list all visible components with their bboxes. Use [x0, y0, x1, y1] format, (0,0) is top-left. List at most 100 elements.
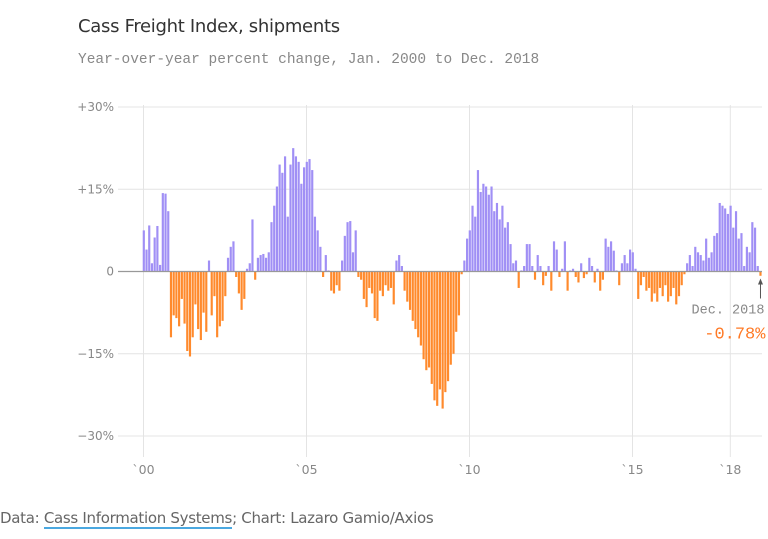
- bar-positive: [555, 249, 558, 272]
- bar-positive: [571, 268, 575, 272]
- bar-positive: [300, 183, 303, 272]
- bar-negative: [422, 271, 425, 360]
- bar-negative: [675, 271, 678, 305]
- bar-positive: [753, 227, 757, 272]
- bar-negative: [427, 271, 431, 368]
- bar-negative: [254, 271, 257, 280]
- bar-positive: [596, 268, 599, 272]
- bar-positive: [311, 170, 314, 272]
- source-footer: Data: Cass Information Systems; Chart: L…: [0, 509, 434, 529]
- bar-negative: [517, 271, 520, 288]
- bar-negative: [430, 271, 433, 384]
- x-tick-label: `18: [719, 462, 741, 477]
- bar-positive: [167, 211, 170, 272]
- bar-positive: [721, 205, 724, 272]
- bar-negative: [582, 271, 585, 279]
- bar-negative: [658, 271, 662, 288]
- bar-positive: [715, 233, 719, 272]
- bar-positive: [607, 246, 610, 272]
- bar-positive: [142, 230, 145, 272]
- bar-positive: [316, 230, 319, 272]
- bar-positive: [514, 260, 518, 272]
- bar-positive: [604, 238, 607, 272]
- bar-positive: [474, 216, 477, 272]
- bar-negative: [460, 271, 463, 275]
- bar-negative: [213, 271, 216, 297]
- bar-negative: [235, 271, 238, 277]
- bar-positive: [539, 266, 542, 272]
- bar-positive: [737, 238, 740, 272]
- bar-negative: [384, 271, 387, 286]
- bar-negative: [365, 271, 368, 308]
- bar-negative: [438, 271, 441, 390]
- bar-positive: [153, 237, 156, 272]
- bar-negative: [457, 271, 461, 316]
- bar-negative: [221, 271, 224, 321]
- bar-positive: [264, 257, 268, 272]
- y-tick-label: −15%: [77, 347, 114, 361]
- bar-positive: [495, 202, 499, 272]
- bar-positive: [506, 222, 509, 272]
- bar-positive: [262, 253, 265, 272]
- bar-positive: [248, 263, 251, 272]
- bar-negative: [601, 271, 604, 280]
- bar-positive: [696, 252, 700, 272]
- bar-positive: [531, 266, 534, 272]
- bar-positive: [504, 227, 507, 272]
- bar-positive: [485, 186, 488, 272]
- bar-positive: [740, 233, 743, 272]
- bar-positive: [482, 183, 485, 272]
- y-axis-ticks: +30% +15% 0 −15% −30%: [77, 100, 114, 443]
- bar-positive: [349, 221, 352, 272]
- bar-positive: [525, 244, 528, 272]
- x-tick-label: `15: [621, 462, 643, 477]
- bar-positive: [707, 257, 710, 272]
- chart-title: Cass Freight Index, shipments: [78, 16, 340, 37]
- bar-negative: [680, 271, 683, 286]
- bar-positive: [547, 266, 550, 272]
- bar-negative: [186, 271, 189, 352]
- bar-positive: [278, 164, 281, 272]
- bar-positive: [232, 241, 235, 272]
- bar-positive: [289, 164, 292, 272]
- bar-positive: [590, 266, 594, 272]
- bar-negative: [637, 271, 640, 299]
- bar-negative: [210, 271, 213, 316]
- bar-positive: [686, 263, 689, 272]
- bar-negative: [618, 271, 621, 286]
- bar-positive: [629, 249, 632, 272]
- bar-positive: [588, 257, 591, 272]
- bar-negative: [436, 271, 439, 406]
- bar-positive: [612, 250, 615, 272]
- bar-negative: [441, 271, 444, 409]
- bar-negative: [392, 271, 395, 305]
- bar-positive: [552, 241, 556, 272]
- bar-positive: [743, 266, 746, 272]
- bar-positive: [713, 235, 716, 272]
- annotation-date: Dec. 2018: [692, 304, 765, 319]
- bar-negative: [330, 271, 333, 291]
- bar-negative: [202, 271, 205, 313]
- bar-positive: [509, 244, 512, 272]
- bar-negative: [175, 271, 178, 319]
- bar-positive: [283, 156, 287, 272]
- bar-positive: [273, 205, 276, 272]
- bar-positive: [145, 249, 148, 272]
- y-tick-label: 0: [106, 265, 114, 279]
- bar-negative: [667, 271, 670, 302]
- bar-negative: [199, 271, 202, 341]
- bars: [142, 148, 762, 409]
- bar-negative: [205, 271, 208, 332]
- bar-positive: [631, 252, 634, 272]
- source-link[interactable]: Cass Information Systems: [43, 509, 233, 529]
- bar-negative: [661, 271, 664, 297]
- bar-positive: [270, 222, 273, 272]
- bar-positive: [294, 156, 298, 272]
- bar-negative: [335, 271, 338, 286]
- bar-negative: [419, 271, 422, 346]
- bar-negative: [360, 271, 363, 280]
- bar-negative: [574, 271, 577, 277]
- bar-negative: [194, 271, 197, 305]
- bar-positive: [275, 186, 278, 272]
- bar-negative: [332, 271, 336, 294]
